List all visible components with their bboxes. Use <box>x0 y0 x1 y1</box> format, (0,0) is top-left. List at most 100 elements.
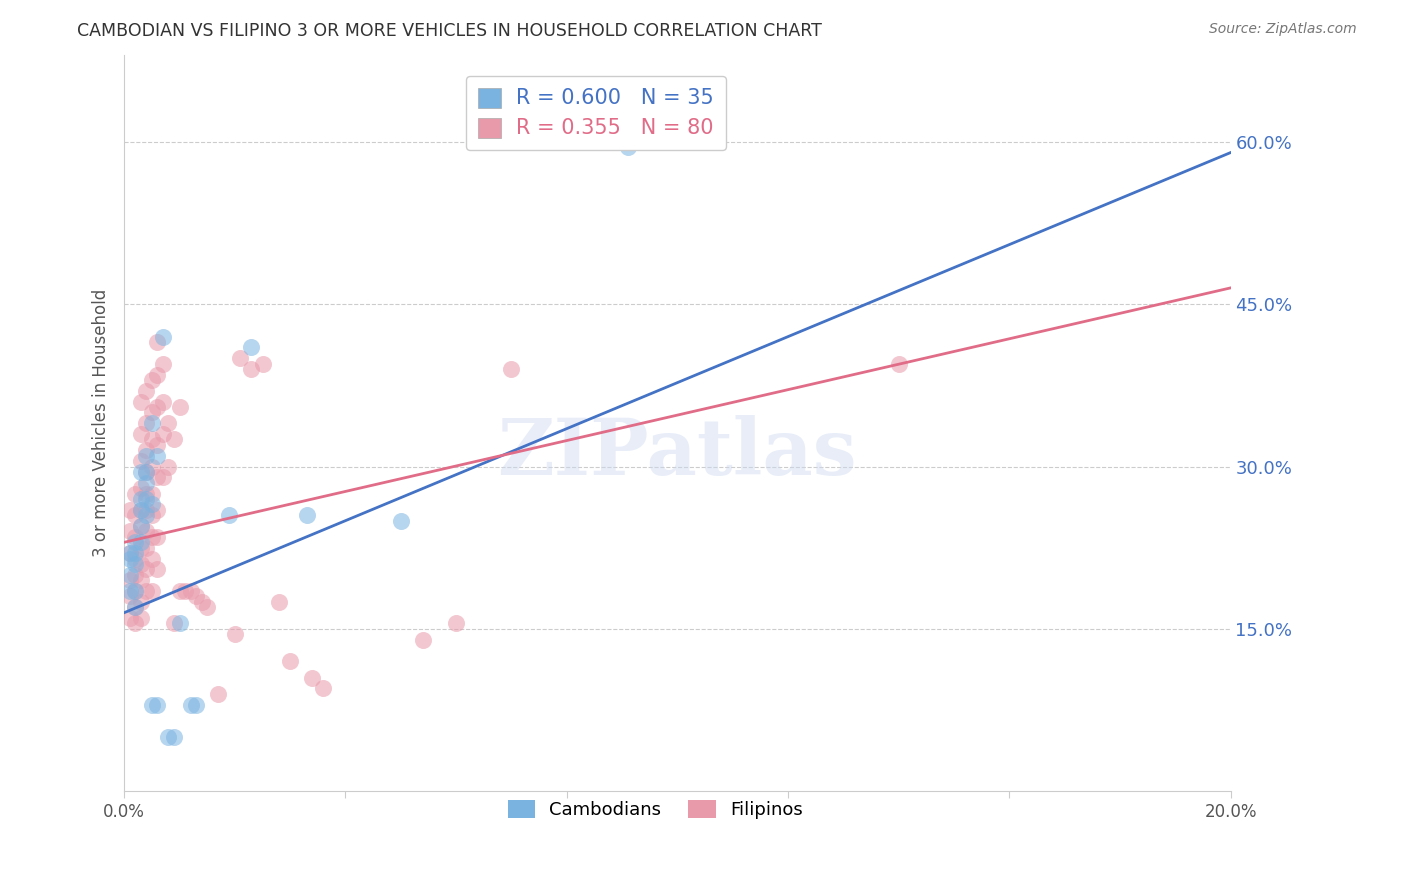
Point <box>190 595 212 609</box>
Point <box>152 470 174 484</box>
Point <box>124 584 146 599</box>
Point <box>118 551 141 566</box>
Point <box>135 486 157 500</box>
Point <box>152 357 174 371</box>
Point <box>135 524 157 539</box>
Point <box>312 681 335 696</box>
Point <box>141 433 163 447</box>
Point <box>124 546 146 560</box>
Point <box>141 551 163 566</box>
Point <box>118 590 141 604</box>
Point <box>135 541 157 555</box>
Point <box>129 557 152 571</box>
Point <box>169 584 191 599</box>
Point <box>118 567 141 582</box>
Point <box>169 616 191 631</box>
Point <box>124 584 146 599</box>
Point <box>152 329 174 343</box>
Point <box>129 491 152 506</box>
Point <box>616 140 638 154</box>
Text: Source: ZipAtlas.com: Source: ZipAtlas.com <box>1209 22 1357 37</box>
Point <box>135 491 157 506</box>
Point <box>157 459 180 474</box>
Point <box>301 671 323 685</box>
Point <box>295 508 318 523</box>
Point <box>141 530 163 544</box>
Point <box>118 546 141 560</box>
Point <box>163 433 186 447</box>
Point <box>174 584 197 599</box>
Point <box>124 567 146 582</box>
Point <box>124 486 146 500</box>
Point <box>124 600 146 615</box>
Point <box>129 481 152 495</box>
Point <box>135 443 157 458</box>
Point <box>118 524 141 539</box>
Point <box>229 351 252 366</box>
Point <box>146 698 169 712</box>
Point <box>887 357 910 371</box>
Point <box>129 535 152 549</box>
Point <box>124 530 146 544</box>
Point <box>146 334 169 349</box>
Point <box>118 503 141 517</box>
Point <box>135 503 157 517</box>
Point <box>135 475 157 490</box>
Point <box>135 465 157 479</box>
Point <box>129 519 152 533</box>
Point <box>157 730 180 744</box>
Point <box>129 503 152 517</box>
Point <box>118 611 141 625</box>
Point <box>218 508 240 523</box>
Point <box>141 459 163 474</box>
Point <box>195 600 218 615</box>
Point <box>129 427 152 442</box>
Point <box>180 584 202 599</box>
Point <box>184 698 207 712</box>
Point <box>135 508 157 523</box>
Point <box>184 590 207 604</box>
Point <box>129 541 152 555</box>
Point <box>269 595 291 609</box>
Point <box>146 438 169 452</box>
Point <box>124 508 146 523</box>
Point <box>129 454 152 468</box>
Point <box>124 600 146 615</box>
Point <box>141 405 163 419</box>
Y-axis label: 3 or more Vehicles in Household: 3 or more Vehicles in Household <box>93 289 110 558</box>
Point <box>146 470 169 484</box>
Point <box>118 573 141 587</box>
Point <box>157 416 180 430</box>
Point <box>124 535 146 549</box>
Point <box>278 654 301 668</box>
Text: CAMBODIAN VS FILIPINO 3 OR MORE VEHICLES IN HOUSEHOLD CORRELATION CHART: CAMBODIAN VS FILIPINO 3 OR MORE VEHICLES… <box>77 22 823 40</box>
Point <box>180 698 202 712</box>
Point <box>501 362 523 376</box>
Point <box>118 584 141 599</box>
Point <box>146 530 169 544</box>
Point <box>124 557 146 571</box>
Point <box>135 465 157 479</box>
Point <box>124 551 146 566</box>
Point <box>129 611 152 625</box>
Point <box>163 616 186 631</box>
Point <box>240 362 263 376</box>
Point <box>444 616 467 631</box>
Point <box>146 368 169 382</box>
Point <box>224 627 246 641</box>
Point <box>146 449 169 463</box>
Point <box>135 416 157 430</box>
Point <box>129 519 152 533</box>
Point <box>169 400 191 414</box>
Point <box>135 562 157 576</box>
Point <box>207 687 229 701</box>
Point <box>146 400 169 414</box>
Point <box>146 562 169 576</box>
Point <box>240 341 263 355</box>
Point <box>141 416 163 430</box>
Point <box>124 616 146 631</box>
Point <box>389 514 412 528</box>
Point <box>135 449 157 463</box>
Point <box>252 357 274 371</box>
Point <box>152 427 174 442</box>
